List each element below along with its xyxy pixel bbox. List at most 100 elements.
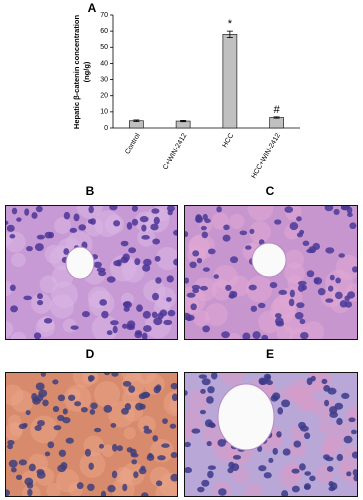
nucleus [32, 397, 41, 405]
nucleus [291, 485, 300, 493]
nucleus [34, 425, 42, 431]
nucleus [352, 266, 358, 273]
cytoplasm [247, 205, 274, 221]
nucleus [304, 432, 311, 440]
micrograph [184, 372, 358, 497]
nucleus [199, 409, 207, 415]
error-bar [273, 116, 280, 119]
nucleus [140, 392, 150, 399]
nucleus [31, 212, 38, 219]
nucleus [106, 330, 113, 336]
nucleus [161, 443, 170, 448]
nucleus [300, 331, 309, 340]
nucleus [47, 441, 55, 449]
nucleus [111, 372, 119, 377]
micrograph [5, 372, 178, 497]
nucleus [99, 299, 107, 306]
y-tick-label: 30 [100, 76, 108, 83]
nucleus [198, 374, 208, 379]
cytoplasm [94, 210, 121, 237]
nucleus [206, 440, 212, 447]
nucleus [334, 402, 344, 410]
nucleus [23, 295, 32, 301]
cytoplasm [228, 333, 241, 340]
nucleus [113, 220, 121, 227]
cytoplasm [155, 246, 178, 271]
cytoplasm [137, 415, 156, 434]
nucleus [245, 245, 252, 250]
nucleus [113, 260, 121, 267]
y-tick-label: 20 [100, 93, 108, 100]
cytoplasm [284, 262, 305, 284]
nucleus [58, 449, 67, 457]
cytoplasm [39, 275, 58, 294]
nucleus [44, 451, 51, 457]
nucleus [207, 465, 217, 470]
nucleus [223, 224, 230, 231]
nucleus [289, 222, 299, 231]
nucleus [103, 404, 113, 413]
cytoplasm [10, 331, 27, 340]
nucleus [309, 475, 316, 482]
nucleus [302, 240, 310, 247]
x-tick-label: C+WIN-2412 [162, 132, 188, 171]
nucleus [281, 399, 291, 408]
y-axis-label: Hepatic β-catenin concentration [72, 14, 81, 129]
nucleus [96, 267, 106, 273]
nucleus [141, 332, 148, 340]
nucleus [213, 274, 219, 279]
nucleus [87, 219, 94, 224]
nucleus [73, 213, 80, 222]
cytoplasm [245, 275, 273, 303]
nucleus [184, 231, 189, 238]
nucleus [171, 393, 178, 402]
nucleus [35, 205, 43, 213]
nucleus [278, 289, 288, 295]
nucleus [277, 407, 284, 415]
nucleus [248, 284, 257, 291]
nucleus [261, 334, 269, 340]
nucleus [155, 277, 162, 284]
nucleus [202, 213, 208, 221]
nucleus [204, 218, 211, 224]
nucleus [221, 331, 230, 339]
nucleus [282, 448, 291, 456]
nucleus [152, 292, 160, 301]
cytoplasm [94, 381, 121, 408]
nucleus [69, 227, 78, 233]
cytoplasm [144, 312, 172, 339]
nucleus [162, 418, 168, 424]
cytoplasm [204, 303, 228, 327]
nucleus [217, 438, 226, 447]
nucleus [266, 380, 273, 386]
cytoplasm [232, 466, 250, 485]
nucleus [296, 302, 305, 309]
nucleus [36, 299, 44, 306]
nucleus [218, 488, 227, 496]
nucleus [101, 310, 109, 319]
cytoplasm [244, 482, 263, 497]
nucleus [80, 406, 88, 413]
nucleus [143, 258, 152, 266]
error-bar [226, 30, 233, 38]
nucleus [122, 380, 132, 387]
nucleus [37, 419, 45, 427]
nucleus [142, 310, 151, 319]
nucleus [128, 385, 136, 393]
bar [269, 117, 284, 129]
panel-label: A [88, 1, 97, 15]
nucleus [52, 379, 59, 385]
nucleus [289, 289, 295, 298]
y-tick-label: 50 [100, 44, 108, 51]
nucleus [170, 382, 178, 390]
cytoplasm [249, 221, 271, 243]
annotation: # [274, 104, 281, 116]
nucleus [26, 246, 33, 252]
nucleus [122, 253, 130, 262]
nucleus [274, 219, 282, 225]
nucleus [249, 228, 255, 234]
nucleus [348, 417, 356, 423]
nucleus [10, 467, 17, 473]
cytoplasm [8, 414, 22, 428]
nucleus [7, 443, 14, 450]
